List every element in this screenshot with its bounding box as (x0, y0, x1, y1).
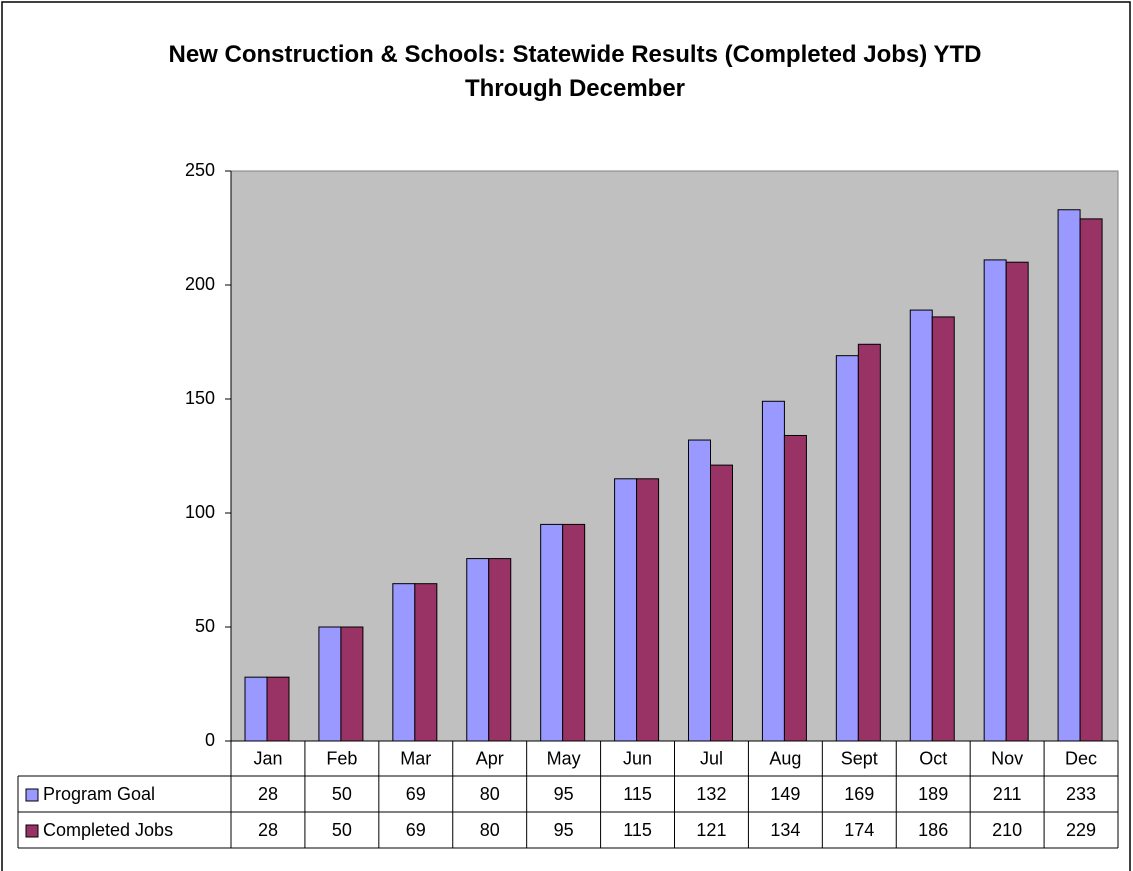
table-value: 186 (918, 820, 948, 840)
bar (318, 626, 342, 742)
bar (636, 478, 660, 742)
bar (540, 523, 564, 742)
legend-label: Program Goal (43, 784, 155, 804)
y-tick-label: 150 (185, 388, 215, 408)
x-tick-label: Apr (476, 748, 504, 768)
bar (1057, 209, 1081, 742)
x-tick-label: Sept (841, 748, 878, 768)
bar (931, 316, 955, 742)
bar (783, 434, 807, 742)
x-tick-label: Jun (623, 748, 652, 768)
table-value: 229 (1066, 820, 1096, 840)
bar (983, 259, 1007, 742)
legend-key (25, 788, 39, 802)
bar (835, 355, 859, 742)
bar (909, 309, 933, 742)
table-value: 233 (1066, 784, 1096, 804)
bar (340, 626, 364, 742)
bar (392, 583, 416, 742)
table-value: 169 (844, 784, 874, 804)
table-value: 95 (554, 784, 574, 804)
table-value: 80 (480, 820, 500, 840)
table-value: 28 (258, 820, 278, 840)
bar (488, 558, 512, 742)
x-tick-label: Dec (1065, 748, 1097, 768)
y-tick-label: 100 (185, 502, 215, 522)
legend-key (25, 824, 39, 838)
table-value: 50 (332, 820, 352, 840)
bar (761, 400, 785, 742)
table-value: 69 (406, 784, 426, 804)
table-value: 210 (992, 820, 1022, 840)
table-value: 121 (696, 820, 726, 840)
table-value: 174 (844, 820, 874, 840)
table-value: 211 (993, 784, 1022, 804)
table-value: 95 (554, 820, 574, 840)
y-tick-label: 250 (185, 160, 215, 180)
table-value: 69 (406, 820, 426, 840)
y-tick-label: 200 (185, 274, 215, 294)
table-value: 115 (623, 784, 652, 804)
table-value: 80 (480, 784, 500, 804)
table-value: 132 (696, 784, 726, 804)
table-value: 50 (332, 784, 352, 804)
x-tick-label: Aug (769, 748, 801, 768)
x-tick-label: Mar (400, 748, 431, 768)
bar (614, 478, 638, 742)
bar (414, 583, 438, 742)
table-value: 189 (918, 784, 948, 804)
x-tick-label: Jan (253, 748, 282, 768)
bar (244, 676, 268, 742)
table-value: 28 (258, 784, 278, 804)
y-tick-label: 0 (205, 730, 215, 750)
x-tick-label: Feb (326, 748, 357, 768)
legend-label: Completed Jobs (43, 820, 173, 840)
y-tick-label: 50 (195, 616, 215, 636)
table-value: 115 (623, 820, 652, 840)
bar (1005, 261, 1029, 742)
x-tick-label: May (547, 748, 581, 768)
bar (1079, 218, 1103, 742)
chart-title: New Construction & Schools: Statewide Re… (168, 41, 982, 102)
x-tick-label: Oct (919, 748, 947, 768)
bar (266, 676, 290, 742)
table-value: 134 (770, 820, 800, 840)
bar (562, 523, 586, 742)
table-value: 149 (770, 784, 800, 804)
bar (466, 558, 490, 742)
bar (710, 464, 733, 742)
x-tick-label: Jul (700, 748, 723, 768)
bar (857, 343, 881, 742)
x-tick-label: Nov (991, 748, 1023, 768)
bar (688, 439, 711, 742)
